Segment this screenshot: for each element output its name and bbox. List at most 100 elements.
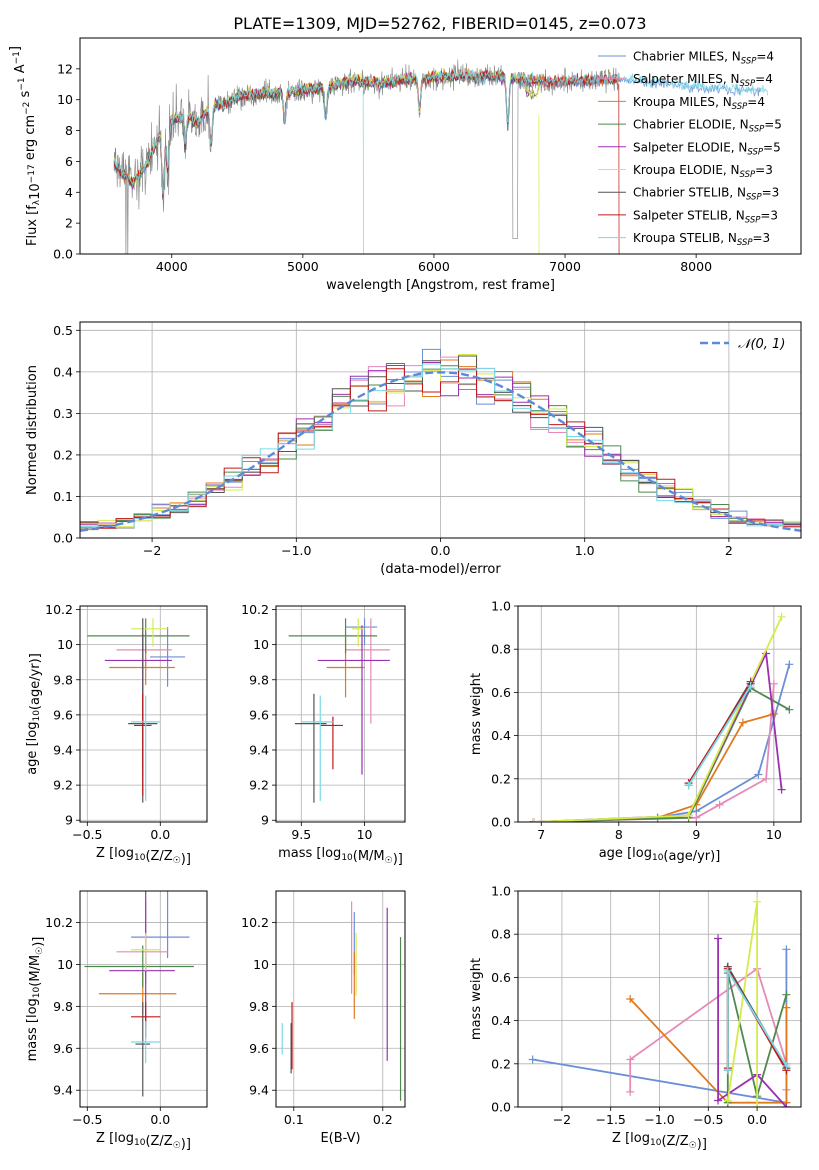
x-tick-label: 9 (692, 827, 700, 842)
axes-mass_vs_ebv: 0.1 0.2 9.4 9.6 9.8 10 10.2 E(B-V) (241, 890, 406, 1146)
errorbar-point (351, 618, 365, 647)
y-tick-label: 9.4 (249, 1083, 269, 1098)
normal-reference-curve (80, 371, 801, 532)
y-tick-label: 0.4 (491, 1013, 511, 1028)
axes-frame (79, 605, 208, 823)
mass-weight-marker (528, 1055, 537, 1064)
axes-frame (275, 605, 406, 823)
model-spectrum-salpeter-stelib (113, 69, 620, 254)
y-tick-label: 0.2 (53, 447, 73, 462)
y-tick-label: 9.8 (53, 999, 73, 1014)
x-axis-label: age [log10(age/yr)] (599, 846, 721, 864)
plot-area (87, 618, 190, 803)
mass-weight-marker (754, 770, 763, 779)
errorbar-point (104, 634, 172, 775)
x-tick-label: −0.5 (72, 1112, 102, 1127)
x-tick-label: 1.0 (575, 543, 595, 558)
axes-spectrum: 4000 5000 6000 7000 8000 0.0 2 4 6 8 10 12 wavelengt… (8, 37, 802, 293)
errorbar-point (109, 891, 175, 1028)
y-tick-label: 1.0 (491, 599, 511, 614)
axes-frame (79, 890, 208, 1108)
x-tick-label: 0.0 (150, 827, 170, 842)
x-axis-label: E(B-V) (320, 1131, 360, 1146)
y-tick-label: 0.0 (491, 815, 511, 830)
mass-weight-marker (723, 966, 732, 975)
errorbar-point (131, 1021, 161, 1063)
x-axis-label: Z [log10(Z/Z☉)] (96, 1131, 191, 1152)
mass-weight-marker (782, 990, 791, 999)
x-tick-label: 0.0 (431, 543, 451, 558)
x-tick-label: 0.1 (284, 1112, 304, 1127)
plot-area (528, 897, 791, 1107)
mass-weight-marker (626, 1055, 635, 1064)
y-tick-label: 10.2 (45, 915, 73, 930)
mass-weight-marker (753, 897, 762, 906)
y-tick-label: 9.4 (249, 743, 269, 758)
y-axis-label: Flux [fλ10−17 erg cm−2 s−1 A−1] (8, 46, 43, 246)
y-tick-label: 0.4 (491, 728, 511, 743)
mass-weight-marker (626, 1087, 635, 1096)
y-tick-label: 10.2 (241, 602, 269, 617)
y-tick-label: 1.0 (491, 884, 511, 899)
x-tick-label: 2 (725, 543, 733, 558)
y-tick-label: 9.4 (53, 743, 73, 758)
y-tick-label: 9.6 (249, 1041, 269, 1056)
axes-massweight_vs_Z: −2 −1.5 −1.0 −0.5 0.0 0.0 0.2 0.4 0.6 0.8 1.0 Z [lo… (469, 884, 802, 1152)
y-tick-label: 0.1 (53, 489, 73, 504)
mass-weight-line (687, 683, 752, 784)
x-tick-label: 0.0 (747, 1112, 767, 1127)
errorbar-point (288, 618, 378, 654)
y-tick-label: 10 (253, 957, 269, 972)
y-tick-label: 6 (65, 154, 73, 169)
y-tick-label: 0.8 (491, 927, 511, 942)
errorbar-point (294, 693, 327, 803)
y-tick-label: 0.3 (53, 406, 73, 421)
x-axis-label: Z [log10(Z/Z☉)] (96, 846, 191, 867)
axes-frame (79, 321, 802, 539)
y-tick-label: 4 (65, 185, 73, 200)
mass-weight-marker (782, 1003, 791, 1012)
legend-entry: Chabrier MILES, NSSP=4 (633, 50, 774, 67)
mass-weight-marker (684, 811, 693, 820)
mass-weight-marker (753, 1103, 762, 1107)
y-tick-label: 9.6 (53, 1041, 73, 1056)
plot-area (529, 612, 794, 822)
axes-frame (517, 605, 802, 823)
plot-area (80, 348, 801, 538)
model-spectrum-kroupa-elodie (113, 70, 540, 254)
plot-area (113, 59, 769, 254)
x-tick-label: 7 (537, 827, 545, 842)
mass-weight-marker (785, 660, 794, 669)
y-tick-label: 10.2 (241, 915, 269, 930)
y-tick-label: 10 (57, 92, 73, 107)
x-tick-label: −1.5 (596, 1112, 626, 1127)
mass-weight-marker (782, 945, 791, 954)
errorbar-point (345, 618, 390, 724)
y-tick-label: 0.0 (53, 247, 73, 262)
axes-mass_vs_Z: −0.5 0.0 9.4 9.6 9.8 10 10.2 Z [log10(Z/Z☉)] mas… (25, 890, 208, 1152)
mass-weight-marker (738, 718, 747, 727)
mass-weight-marker (785, 705, 794, 714)
legend-entry: Salpeter MILES, NSSP=4 (633, 72, 773, 89)
errorbar-point (98, 972, 177, 1015)
y-tick-label: 8 (65, 123, 73, 138)
y-tick-label: 0.6 (491, 970, 511, 985)
legend-entry: Salpeter STELIB, NSSP=3 (633, 208, 778, 225)
x-tick-label: −0.5 (693, 1112, 723, 1127)
x-axis-label: mass [log10(M/M☉)] (278, 846, 403, 867)
x-tick-label: −1.0 (281, 543, 311, 558)
y-tick-label: 10 (57, 957, 73, 972)
axes-frame (517, 890, 802, 1108)
x-tick-label: 0.0 (150, 1112, 170, 1127)
y-tick-label: 0.8 (491, 642, 511, 657)
errorbar-point (345, 618, 378, 645)
legend-entry: 𝒩(0, 1) (738, 337, 785, 352)
observed-spectrum-line (113, 59, 621, 254)
x-axis-label: wavelength [Angstrom, rest frame] (326, 278, 555, 293)
x-tick-label: 0.2 (373, 1112, 393, 1127)
errorbar-point (109, 649, 175, 686)
y-axis-label: mass [log10(M/M☉)] (25, 937, 46, 1062)
mass-weight-marker (723, 1066, 732, 1075)
mass-weight-marker (723, 1096, 732, 1105)
